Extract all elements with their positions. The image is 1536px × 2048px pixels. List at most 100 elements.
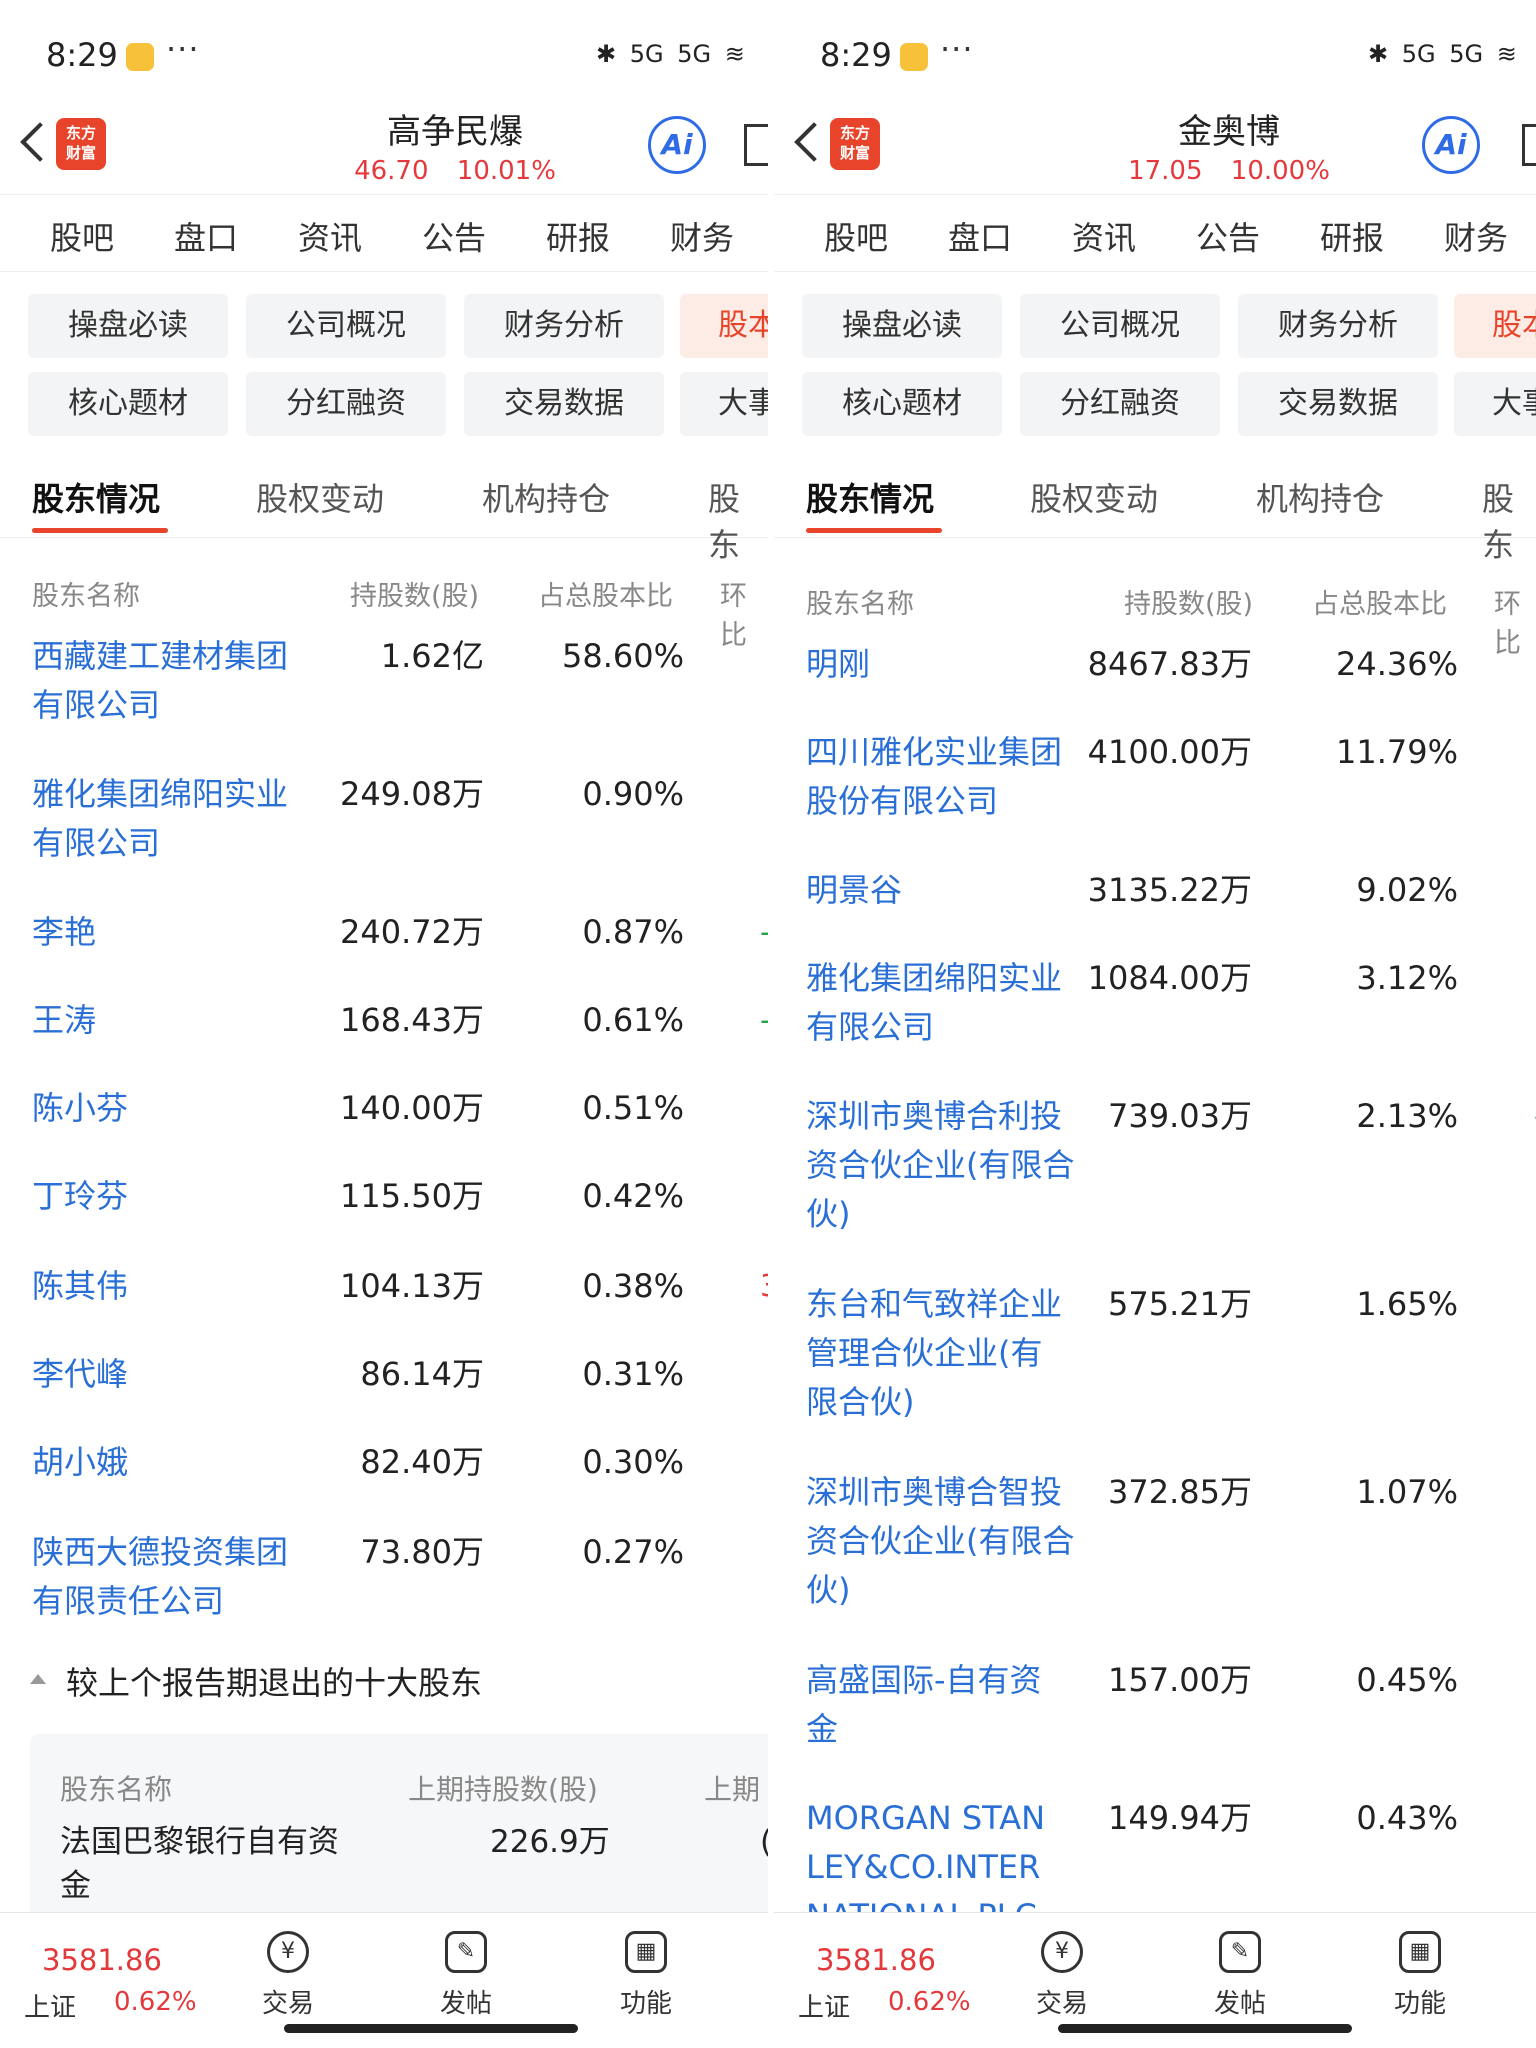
share-ratio: 0.30%: [582, 1443, 684, 1481]
shareholder-name[interactable]: 四川雅化实业集团股份有限公司: [806, 733, 1063, 820]
shareholder-name[interactable]: 陈其伟: [32, 1267, 129, 1305]
shares-held: 157.00万: [1108, 1661, 1252, 1699]
tab-announcements[interactable]: 公告: [422, 219, 487, 257]
col-head-change: 环比: [720, 581, 747, 651]
chip-financial-analysis[interactable]: 财务分析: [464, 294, 664, 358]
trade-button[interactable]: ¥ 交易: [1012, 1931, 1112, 2020]
share-ratio: 11.79%: [1335, 733, 1458, 771]
shareholder-name[interactable]: 深圳市奥博合利投资合伙企业(有限合伙): [806, 1097, 1075, 1233]
signal-5g-icon: 5G: [1401, 40, 1436, 68]
shares-held: 149.94万: [1108, 1799, 1252, 1837]
subtab-shareholders-more[interactable]: 股东: [708, 480, 741, 564]
tab-pankou[interactable]: 盘口: [948, 219, 1013, 257]
shareholder-name[interactable]: 雅化集团绵阳实业有限公司: [806, 959, 1063, 1046]
subtab-institutional[interactable]: 机构持仓: [1256, 480, 1385, 518]
stock-title: 高争民爆: [387, 112, 523, 152]
subtab-shareholders-more[interactable]: 股东: [1482, 480, 1515, 564]
exited-shareholders-title[interactable]: 较上个报告期退出的十大股东: [66, 1664, 483, 1702]
shareholder-name[interactable]: 胡小娥: [32, 1443, 129, 1481]
shareholder-name[interactable]: 东台和气致祥企业管理合伙企业(有限合伙): [806, 1285, 1063, 1421]
shares-held: 1084.00万: [1087, 959, 1252, 997]
chip-events[interactable]: 大事: [1454, 372, 1536, 436]
index-market[interactable]: 上证: [798, 1993, 851, 2023]
edit-icon: ✎: [445, 1931, 487, 1973]
chip-must-read[interactable]: 操盘必读: [802, 294, 1002, 358]
shareholder-name[interactable]: 深圳市奥博合智投资合伙企业(有限合伙): [806, 1473, 1075, 1609]
back-icon[interactable]: [786, 116, 826, 172]
index-change[interactable]: 0.62%: [888, 1987, 971, 2017]
chip-trading-data[interactable]: 交易数据: [1238, 372, 1438, 436]
chip-core-themes[interactable]: 核心题材: [802, 372, 1002, 436]
shareholder-name[interactable]: 雅化集团绵阳实业有限公司: [32, 775, 289, 862]
shareholder-name[interactable]: 陕西大德投资集团有限责任公司: [32, 1533, 289, 1620]
shares-held: 140.00万: [340, 1089, 484, 1127]
tab-finance[interactable]: 财务: [1444, 219, 1509, 257]
share-ratio: 0.31%: [582, 1355, 684, 1393]
more-icon[interactable]: [1522, 124, 1536, 166]
signal-5g-icon: 5G: [1449, 40, 1484, 68]
trade-button[interactable]: ¥ 交易: [238, 1931, 338, 2020]
edit-icon: ✎: [1219, 1931, 1261, 1973]
collapse-arrow-icon[interactable]: [30, 1674, 46, 1684]
home-indicator: [1058, 2024, 1352, 2033]
status-time: 8:29: [46, 36, 118, 74]
chip-company-overview[interactable]: 公司概况: [1020, 294, 1220, 358]
post-button[interactable]: ✎ 发帖: [1190, 1931, 1290, 2020]
grid-icon: ▦: [1399, 1931, 1441, 1973]
tab-announcements[interactable]: 公告: [1196, 219, 1261, 257]
shareholder-name[interactable]: 西藏建工建材集团有限公司: [32, 637, 289, 724]
share-ratio: 9.02%: [1356, 871, 1458, 909]
tab-research[interactable]: 研报: [546, 219, 611, 257]
tab-news[interactable]: 资讯: [1072, 219, 1137, 257]
subtab-institutional[interactable]: 机构持仓: [482, 480, 611, 518]
post-button[interactable]: ✎ 发帖: [416, 1931, 516, 2020]
col-head-name: 股东名称: [806, 589, 914, 620]
functions-button[interactable]: ▦ 功能: [596, 1931, 696, 2020]
more-icon[interactable]: [744, 124, 768, 166]
chip-dividends[interactable]: 分红融资: [1020, 372, 1220, 436]
chip-core-themes[interactable]: 核心题材: [28, 372, 228, 436]
shareholder-name[interactable]: 王涛: [32, 1001, 97, 1039]
chip-trading-data[interactable]: 交易数据: [464, 372, 664, 436]
chip-financial-analysis[interactable]: 财务分析: [1238, 294, 1438, 358]
tab-pankou[interactable]: 盘口: [174, 219, 239, 257]
shareholder-name[interactable]: 陈小芬: [32, 1089, 129, 1127]
back-icon[interactable]: [12, 116, 52, 172]
chip-company-overview[interactable]: 公司概况: [246, 294, 446, 358]
stock-price: 17.05: [1128, 156, 1203, 186]
shareholder-name[interactable]: 丁玲芬: [32, 1177, 129, 1215]
shareholder-name[interactable]: 明景谷: [806, 871, 903, 909]
sub-tabs: 股东情况 股权变动 机构持仓 股东: [774, 462, 1536, 564]
index-value[interactable]: 3581.86: [816, 1943, 936, 1977]
shareholder-name[interactable]: 李艳: [32, 913, 97, 951]
shareholder-name[interactable]: 高盛国际-自有资金: [806, 1661, 1042, 1748]
chip-share-capital[interactable]: 股本: [1454, 294, 1536, 358]
functions-button[interactable]: ▦ 功能: [1370, 1931, 1470, 2020]
ai-button[interactable]: Ai: [1422, 116, 1480, 174]
tab-finance[interactable]: 财务: [670, 219, 735, 257]
chip-events[interactable]: 大事: [680, 372, 768, 436]
chip-share-capital[interactable]: 股本: [680, 294, 768, 358]
share-ratio: 0.51%: [582, 1089, 684, 1127]
shares-held: 8467.83万: [1087, 645, 1252, 683]
tab-guba[interactable]: 股吧: [824, 219, 889, 257]
tab-guba[interactable]: 股吧: [50, 219, 115, 257]
ai-button[interactable]: Ai: [648, 116, 706, 174]
index-value[interactable]: 3581.86: [42, 1943, 162, 1977]
subtab-shareholders[interactable]: 股东情况: [32, 480, 161, 518]
shareholder-name[interactable]: 李代峰: [32, 1355, 129, 1393]
index-change[interactable]: 0.62%: [114, 1987, 197, 2017]
subtab-shareholders[interactable]: 股东情况: [806, 480, 935, 518]
exit-col-name: 股东名称: [60, 1773, 173, 1806]
index-market[interactable]: 上证: [24, 1993, 77, 2023]
tab-research[interactable]: 研报: [1320, 219, 1385, 257]
chip-dividends[interactable]: 分红融资: [246, 372, 446, 436]
subtab-equity-changes[interactable]: 股权变动: [256, 480, 385, 518]
shareholder-name[interactable]: 明刚: [806, 645, 871, 683]
bluetooth-icon: ✱: [1368, 40, 1389, 68]
active-subtab-indicator: [32, 528, 168, 533]
subtab-equity-changes[interactable]: 股权变动: [1030, 480, 1159, 518]
tab-news[interactable]: 资讯: [298, 219, 363, 257]
chip-must-read[interactable]: 操盘必读: [28, 294, 228, 358]
share-ratio: 0.38%: [582, 1267, 684, 1305]
